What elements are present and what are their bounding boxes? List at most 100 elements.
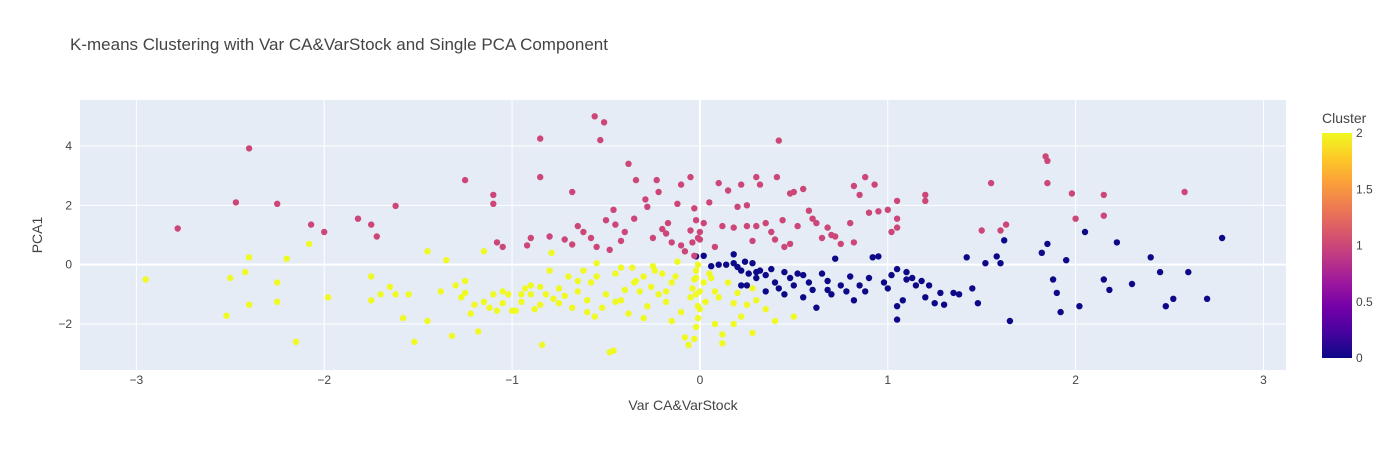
data-point-cluster-1[interactable]: [692, 217, 700, 224]
data-point-cluster-2[interactable]: [574, 288, 581, 295]
data-point-cluster-2[interactable]: [692, 267, 700, 274]
data-point-cluster-0[interactable]: [843, 288, 850, 295]
data-point-cluster-1[interactable]: [523, 242, 531, 249]
data-point-cluster-1[interactable]: [1100, 212, 1108, 219]
data-point-cluster-2[interactable]: [555, 300, 563, 307]
data-point-cluster-0[interactable]: [1038, 249, 1046, 256]
data-point-cluster-1[interactable]: [691, 205, 698, 212]
data-point-cluster-0[interactable]: [869, 254, 876, 261]
data-point-cluster-2[interactable]: [587, 279, 595, 286]
data-point-cluster-2[interactable]: [593, 273, 600, 280]
data-point-cluster-1[interactable]: [561, 236, 568, 243]
data-point-cluster-0[interactable]: [824, 286, 831, 294]
data-point-cluster-1[interactable]: [232, 199, 240, 206]
data-point-cluster-0[interactable]: [1006, 317, 1014, 325]
data-point-cluster-0[interactable]: [880, 279, 888, 286]
data-point-cluster-2[interactable]: [687, 294, 694, 301]
data-point-cluster-1[interactable]: [997, 227, 1004, 234]
data-point-cluster-2[interactable]: [640, 273, 647, 280]
data-point-cluster-2[interactable]: [458, 294, 465, 301]
data-point-cluster-2[interactable]: [771, 317, 779, 325]
data-point-cluster-1[interactable]: [1068, 190, 1076, 197]
data-point-cluster-1[interactable]: [632, 176, 640, 184]
data-point-cluster-1[interactable]: [832, 233, 839, 240]
data-point-cluster-0[interactable]: [1203, 295, 1211, 302]
data-point-cluster-0[interactable]: [963, 254, 970, 261]
data-point-cluster-2[interactable]: [550, 295, 557, 302]
data-point-cluster-2[interactable]: [610, 347, 617, 354]
data-point-cluster-2[interactable]: [621, 286, 628, 294]
data-point-cluster-2[interactable]: [700, 279, 707, 286]
data-point-cluster-0[interactable]: [1053, 289, 1061, 297]
data-point-cluster-0[interactable]: [700, 252, 707, 259]
data-point-cluster-1[interactable]: [593, 243, 600, 251]
data-point-cluster-2[interactable]: [274, 279, 281, 286]
data-point-cluster-2[interactable]: [640, 314, 647, 322]
data-point-cluster-0[interactable]: [1128, 280, 1136, 288]
data-point-cluster-2[interactable]: [518, 291, 525, 298]
data-point-cluster-2[interactable]: [448, 332, 456, 340]
data-point-cluster-0[interactable]: [850, 297, 858, 304]
data-point-cluster-1[interactable]: [893, 224, 901, 231]
data-point-cluster-2[interactable]: [647, 283, 655, 291]
data-point-cluster-2[interactable]: [612, 298, 619, 305]
data-point-cluster-0[interactable]: [832, 255, 839, 262]
data-point-cluster-2[interactable]: [655, 291, 662, 298]
data-point-cluster-1[interactable]: [779, 217, 786, 224]
data-point-cluster-0[interactable]: [738, 267, 745, 274]
data-point-cluster-2[interactable]: [569, 304, 576, 311]
data-point-cluster-1[interactable]: [625, 160, 632, 167]
data-point-cluster-1[interactable]: [1100, 191, 1108, 199]
data-point-cluster-1[interactable]: [753, 222, 760, 230]
data-point-cluster-0[interactable]: [753, 274, 760, 282]
data-point-cluster-0[interactable]: [818, 270, 826, 277]
data-point-cluster-2[interactable]: [283, 255, 290, 262]
data-point-cluster-1[interactable]: [621, 228, 628, 236]
data-point-cluster-2[interactable]: [580, 267, 587, 274]
data-point-cluster-1[interactable]: [1044, 157, 1051, 164]
data-point-cluster-0[interactable]: [1049, 276, 1057, 283]
data-point-cluster-1[interactable]: [354, 215, 362, 222]
data-point-cluster-0[interactable]: [762, 271, 769, 279]
data-point-cluster-1[interactable]: [574, 222, 581, 230]
data-point-cluster-0[interactable]: [893, 265, 901, 273]
data-point-cluster-0[interactable]: [884, 285, 891, 292]
data-point-cluster-1[interactable]: [600, 119, 608, 126]
data-point-cluster-2[interactable]: [743, 301, 751, 308]
data-point-cluster-2[interactable]: [584, 308, 591, 316]
data-point-cluster-0[interactable]: [1100, 276, 1108, 283]
data-point-cluster-2[interactable]: [662, 298, 670, 305]
data-point-cluster-1[interactable]: [922, 191, 929, 199]
data-point-cluster-2[interactable]: [730, 320, 737, 328]
data-point-cluster-1[interactable]: [649, 234, 657, 242]
data-point-cluster-2[interactable]: [499, 300, 506, 307]
data-point-cluster-1[interactable]: [719, 222, 726, 230]
data-point-cluster-2[interactable]: [548, 249, 555, 256]
data-point-cluster-1[interactable]: [738, 181, 745, 188]
data-point-cluster-2[interactable]: [685, 341, 692, 348]
data-point-cluster-1[interactable]: [743, 202, 751, 209]
data-point-cluster-2[interactable]: [762, 306, 769, 313]
data-point-cluster-1[interactable]: [499, 243, 506, 251]
data-point-cluster-0[interactable]: [925, 282, 933, 289]
data-point-cluster-0[interactable]: [738, 282, 745, 289]
data-point-cluster-2[interactable]: [708, 274, 715, 282]
data-point-cluster-1[interactable]: [893, 197, 901, 205]
data-point-cluster-2[interactable]: [636, 288, 643, 295]
data-point-cluster-1[interactable]: [1181, 188, 1188, 196]
data-point-cluster-1[interactable]: [813, 219, 820, 227]
data-point-cluster-0[interactable]: [1170, 295, 1177, 302]
data-point-cluster-1[interactable]: [781, 243, 788, 251]
data-point-cluster-2[interactable]: [719, 331, 726, 338]
data-point-cluster-0[interactable]: [997, 260, 1004, 267]
data-point-cluster-1[interactable]: [696, 236, 704, 243]
data-point-cluster-0[interactable]: [1185, 268, 1192, 276]
data-point-cluster-1[interactable]: [617, 237, 625, 245]
data-point-cluster-1[interactable]: [677, 181, 685, 188]
data-point-cluster-1[interactable]: [724, 187, 732, 194]
data-point-cluster-0[interactable]: [1162, 303, 1170, 310]
data-point-cluster-0[interactable]: [1156, 268, 1164, 276]
data-point-cluster-1[interactable]: [664, 219, 672, 227]
data-point-cluster-2[interactable]: [480, 248, 488, 255]
data-point-cluster-0[interactable]: [1113, 239, 1121, 246]
